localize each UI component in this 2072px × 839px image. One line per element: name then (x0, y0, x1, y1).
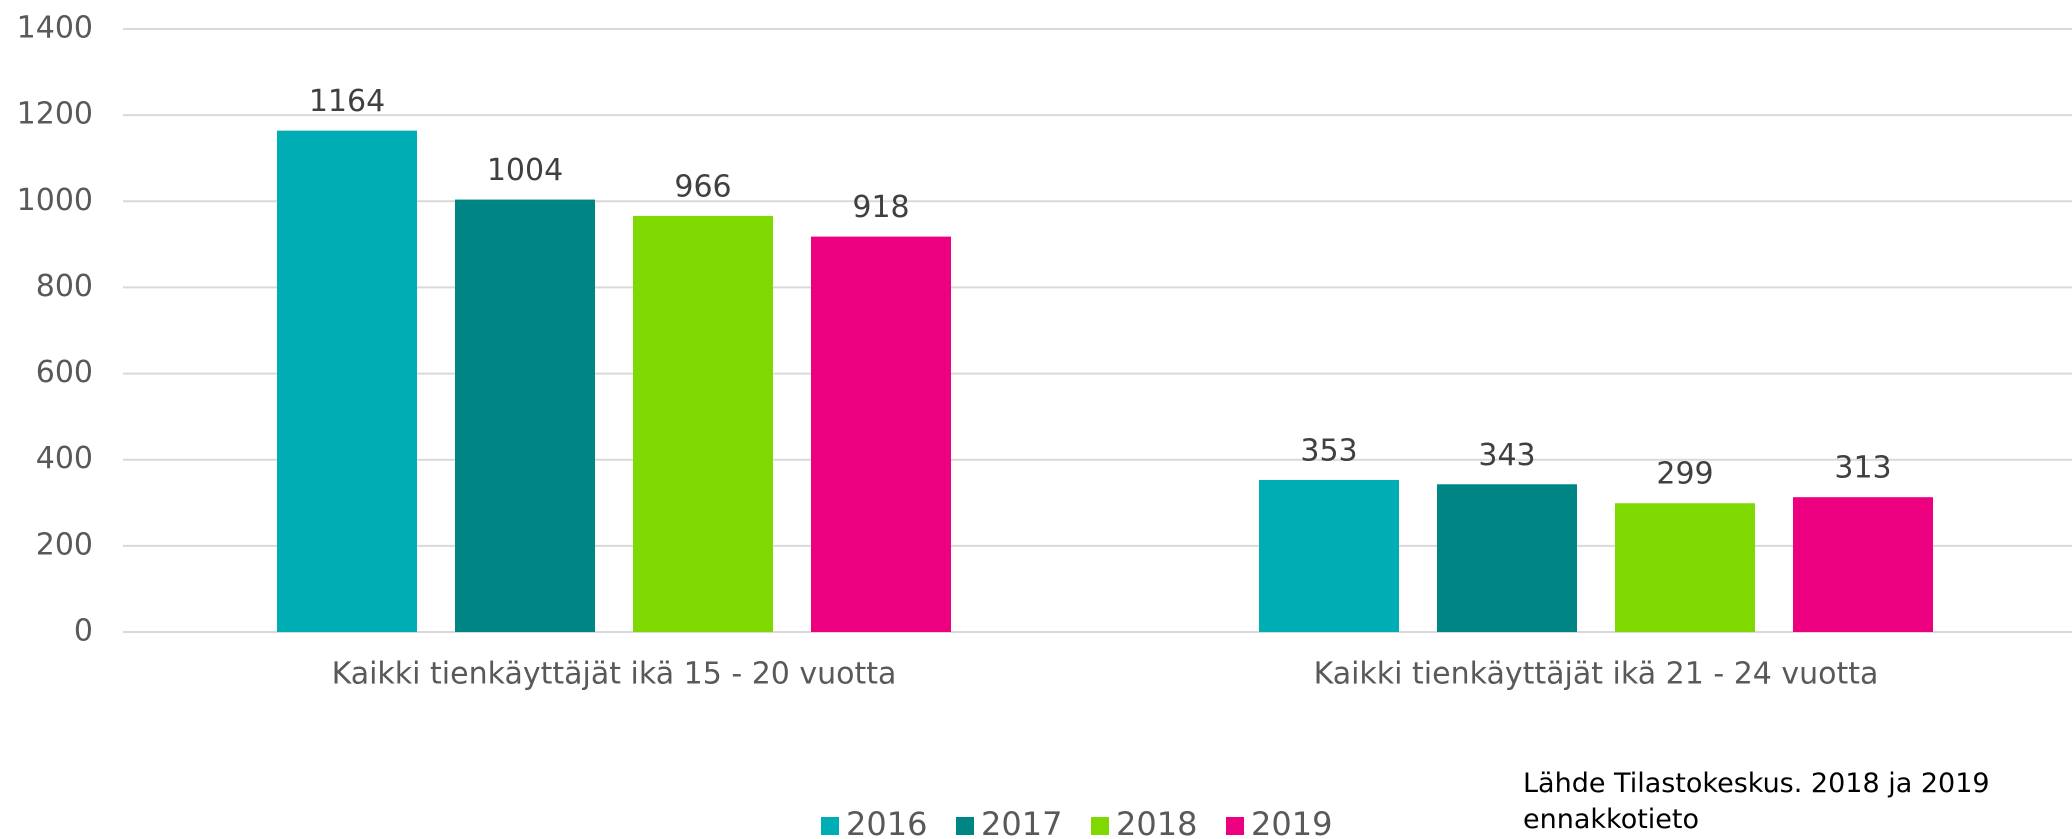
value-label: 313 (1834, 451, 1891, 486)
legend-swatch (1091, 817, 1109, 835)
legend-label: 2016 (846, 805, 927, 839)
x-tick-label: Kaikki tienkäyttäjät ikä 21 - 24 vuotta (1314, 657, 1879, 692)
bar (1615, 503, 1755, 632)
value-label: 353 (1300, 433, 1357, 468)
bar (277, 130, 417, 633)
y-tick-label: 200 (36, 527, 93, 562)
bar (1259, 479, 1399, 632)
legend-swatch (821, 817, 839, 835)
bar (633, 215, 773, 632)
bar (455, 199, 595, 632)
legend-swatch (1226, 817, 1244, 835)
legend-swatch (956, 817, 974, 835)
y-tick-label: 1200 (17, 97, 93, 132)
bar (1793, 497, 1933, 632)
source-note: Lähde Tilastokeskus. 2018 ja 2019 ennakk… (1523, 768, 1990, 835)
y-tick-label: 800 (36, 269, 93, 304)
x-tick-label: Kaikki tienkäyttäjät ikä 15 - 20 vuotta (332, 657, 897, 692)
y-tick-label: 600 (36, 355, 93, 390)
legend-label: 2017 (981, 805, 1062, 839)
bar (811, 236, 951, 632)
legend-label: 2019 (1251, 805, 1332, 839)
y-tick-label: 400 (36, 441, 93, 476)
y-tick-label: 1000 (17, 183, 93, 218)
y-tick-label: 0 (74, 614, 93, 649)
value-label: 918 (852, 190, 909, 225)
legend-label: 2018 (1116, 805, 1197, 839)
bar (1437, 484, 1577, 632)
value-label: 343 (1478, 438, 1535, 473)
value-label: 1164 (309, 84, 385, 119)
value-label: 1004 (487, 153, 563, 188)
value-label: 966 (674, 169, 731, 204)
y-tick-label: 1400 (17, 11, 93, 46)
value-label: 299 (1656, 457, 1713, 492)
